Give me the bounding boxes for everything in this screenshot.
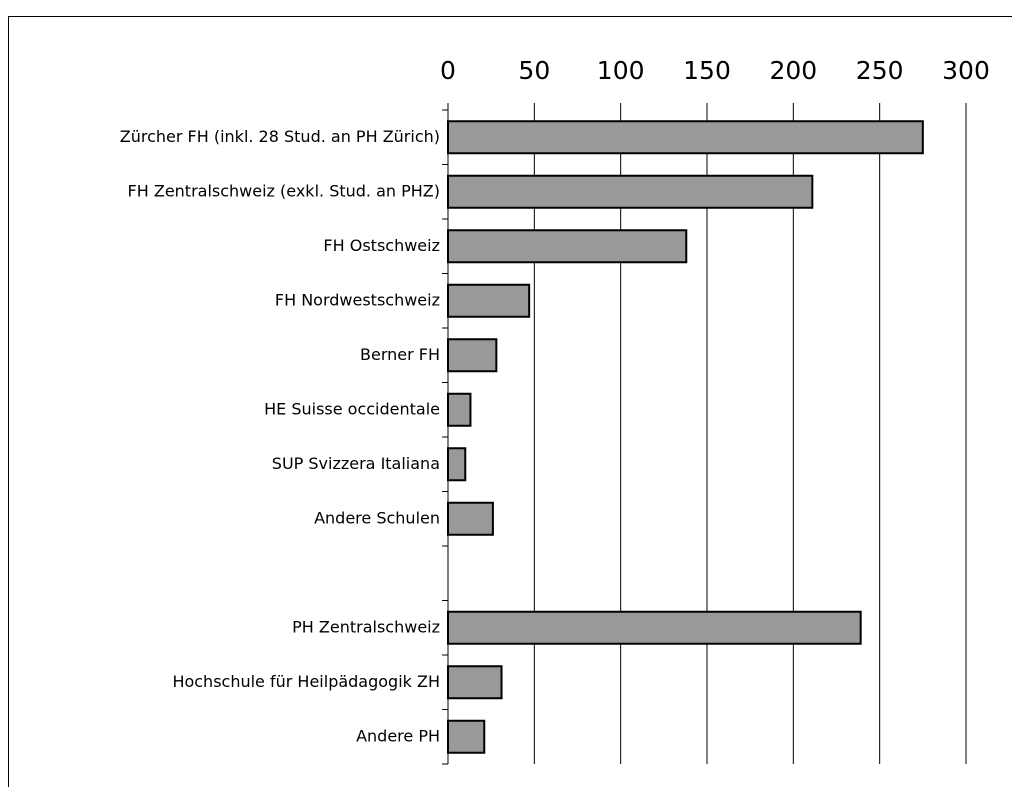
y-tick-label: FH Nordwestschweiz	[275, 290, 440, 309]
x-tick-label: 200	[769, 56, 817, 85]
bar	[447, 174, 814, 209]
bar	[447, 120, 924, 155]
bar	[447, 719, 486, 754]
y-tick-label: FH Zentralschweiz (exkl. Stud. an PHZ)	[128, 181, 440, 200]
bar	[447, 229, 688, 264]
y-tick-label: SUP Svizzera Italiana	[272, 454, 440, 473]
x-tick-label: 0	[440, 56, 456, 85]
bar	[447, 610, 862, 645]
y-tick-label: HE Suisse occidentale	[264, 399, 440, 418]
y-tick-label: Andere PH	[356, 726, 440, 745]
x-tick-label: 300	[942, 56, 990, 85]
bar	[447, 283, 531, 318]
y-tick-label: Zürcher FH (inkl. 28 Stud. an PH Zürich)	[120, 127, 440, 146]
bar	[447, 447, 467, 482]
y-tick-label: Andere Schulen	[314, 508, 440, 527]
x-tick-label: 150	[683, 56, 731, 85]
frame	[8, 16, 1012, 787]
bar	[447, 338, 498, 373]
bar	[447, 665, 503, 700]
bar	[447, 392, 472, 427]
bar	[447, 501, 494, 536]
x-tick-label: 250	[856, 56, 904, 85]
y-tick-label: FH Ostschweiz	[323, 236, 440, 255]
y-tick-label: Hochschule für Heilpädagogik ZH	[172, 672, 440, 691]
y-tick-label: Berner FH	[360, 345, 440, 364]
y-tick-label: PH Zentralschweiz	[292, 617, 440, 636]
x-tick-label: 100	[597, 56, 645, 85]
x-tick-label: 50	[518, 56, 550, 85]
